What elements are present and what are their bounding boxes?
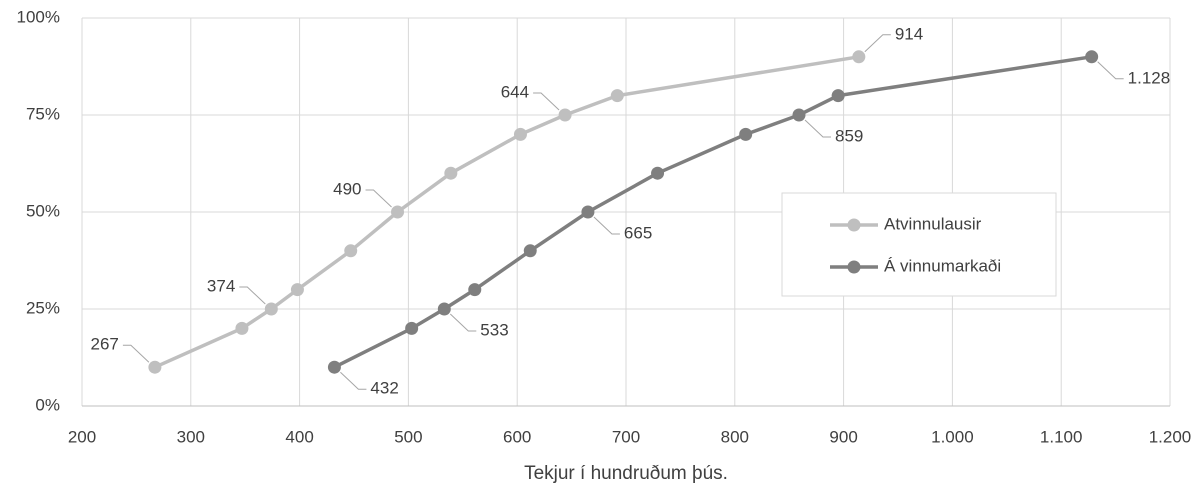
x-tick-label: 800 xyxy=(721,427,749,446)
point xyxy=(444,166,458,180)
point xyxy=(391,205,405,219)
point xyxy=(651,166,665,180)
y-tick-label: 100% xyxy=(17,7,60,26)
label-leader xyxy=(593,216,620,235)
label-leader xyxy=(804,119,831,138)
point xyxy=(148,360,162,374)
point xyxy=(437,302,451,316)
point xyxy=(264,302,278,316)
x-tick-label: 200 xyxy=(68,427,96,446)
y-tick-label: 25% xyxy=(26,298,60,317)
point xyxy=(1085,50,1099,64)
point xyxy=(581,205,595,219)
y-tick-label: 0% xyxy=(35,395,60,414)
data-label: 859 xyxy=(835,126,863,145)
point xyxy=(405,321,419,335)
x-tick-label: 500 xyxy=(394,427,422,446)
data-label: 432 xyxy=(370,379,398,398)
point xyxy=(344,244,358,258)
label-leader xyxy=(864,34,891,53)
data-label: 490 xyxy=(333,179,361,198)
label-leader xyxy=(239,286,266,305)
x-tick-label: 400 xyxy=(285,427,313,446)
x-tick-label: 1.000 xyxy=(931,427,974,446)
y-tick-label: 50% xyxy=(26,201,60,220)
y-tick-label: 75% xyxy=(26,104,60,123)
x-tick-label: 1.200 xyxy=(1149,427,1192,446)
data-label: 644 xyxy=(501,82,529,101)
x-tick-label: 900 xyxy=(829,427,857,446)
point xyxy=(610,89,624,103)
point xyxy=(739,127,753,141)
legend-label: Á vinnumarkaði xyxy=(884,256,1001,275)
data-label: 1.128 xyxy=(1128,68,1171,87)
legend-marker xyxy=(847,260,861,274)
legend-label: Atvinnulausir xyxy=(884,214,982,233)
data-label: 374 xyxy=(207,276,235,295)
point xyxy=(852,50,866,64)
legend-box xyxy=(781,192,1057,297)
point xyxy=(513,127,527,141)
x-tick-label: 600 xyxy=(503,427,531,446)
x-tick-label: 300 xyxy=(177,427,205,446)
label-leader xyxy=(449,313,477,332)
point xyxy=(235,321,249,335)
data-label: 533 xyxy=(480,320,508,339)
label-leader xyxy=(1097,61,1124,80)
data-label: 665 xyxy=(624,223,652,242)
point xyxy=(327,360,341,374)
x-tick-label: 1.100 xyxy=(1040,427,1083,446)
point xyxy=(523,244,537,258)
point xyxy=(792,108,806,122)
label-leader xyxy=(340,371,367,390)
data-label: 267 xyxy=(91,335,119,354)
label-leader xyxy=(533,92,560,111)
label-leader xyxy=(365,189,392,208)
label-leader xyxy=(122,344,150,363)
data-label: 914 xyxy=(895,24,923,43)
point xyxy=(831,89,845,103)
point xyxy=(558,108,572,122)
point xyxy=(290,283,304,297)
legend-marker xyxy=(847,218,861,232)
x-axis-title: Tekjur í hundruðum þús. xyxy=(524,463,728,484)
x-tick-label: 700 xyxy=(612,427,640,446)
point xyxy=(468,283,482,297)
